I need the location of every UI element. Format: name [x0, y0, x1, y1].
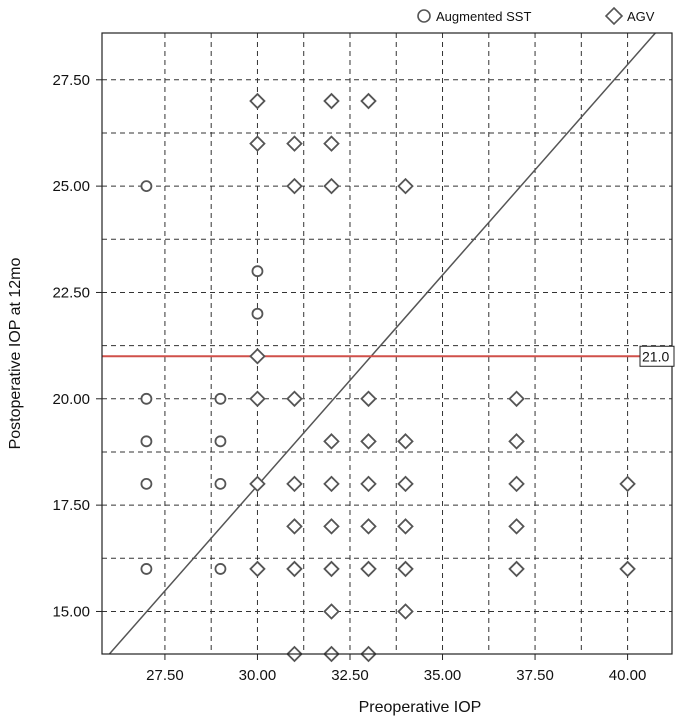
reference-line-label-text: 21.0	[642, 348, 669, 364]
reference-line-label: 21.0	[639, 345, 675, 367]
legend-label-augmented-sst: Augmented SST	[436, 9, 531, 24]
data-point-diamond	[397, 518, 414, 535]
y-tick-label: 27.50	[52, 72, 90, 89]
data-point-circle	[251, 307, 264, 320]
data-point-diamond	[508, 433, 525, 450]
data-point-diamond	[323, 603, 340, 620]
data-point-diamond	[323, 518, 340, 535]
data-point-diamond	[286, 560, 303, 578]
data-point-diamond	[249, 135, 266, 152]
data-point-diamond	[360, 518, 377, 535]
data-point-diamond	[360, 475, 377, 493]
y-tick-label: 22.50	[52, 284, 90, 301]
data-point-diamond	[619, 475, 636, 493]
data-point-diamond	[286, 135, 303, 152]
x-tick-label: 40.00	[609, 667, 647, 684]
data-point-diamond	[508, 390, 525, 408]
x-tick-label: 35.00	[424, 667, 462, 684]
data-point-diamond	[397, 433, 414, 450]
data-point-circle	[140, 180, 153, 193]
data-point-diamond	[249, 92, 266, 110]
data-point-diamond	[249, 475, 266, 493]
y-tick-label: 17.50	[52, 497, 90, 514]
data-point-circle	[140, 435, 153, 448]
data-point-diamond	[249, 347, 266, 365]
data-point-diamond	[323, 177, 340, 195]
x-axis-title: Preoperative IOP	[359, 699, 482, 716]
data-point-circle	[214, 563, 227, 575]
data-point-diamond	[619, 560, 636, 578]
data-point-diamond	[249, 390, 266, 408]
y-axis-title: Postoperative IOP at 12mo	[7, 257, 24, 449]
legend-label-agv: AGV	[627, 9, 655, 24]
x-tick-label: 32.50	[331, 667, 369, 684]
data-point-diamond	[360, 433, 377, 450]
legend: Augmented SST AGV	[417, 6, 655, 26]
data-point-diamond	[286, 390, 303, 408]
data-point-diamond	[360, 92, 377, 110]
y-tick-label: 15.00	[52, 603, 90, 620]
data-point-diamond	[397, 603, 414, 620]
data-point-circle	[214, 477, 227, 490]
data-point-diamond	[508, 518, 525, 535]
reference-lines	[102, 32, 672, 655]
y-tick-label: 20.00	[52, 391, 90, 408]
reference-line-label-box	[639, 345, 675, 367]
data-point-circle	[251, 265, 264, 278]
data-point-diamond	[323, 560, 340, 578]
data-point-diamond	[397, 560, 414, 578]
data-point-circle	[214, 435, 227, 448]
plot-frame	[101, 32, 673, 655]
data-point-diamond	[323, 433, 340, 450]
data-markers	[140, 92, 636, 663]
data-point-diamond	[286, 475, 303, 493]
data-point-circle	[140, 477, 153, 490]
data-point-circle	[140, 392, 153, 405]
data-point-diamond	[397, 177, 414, 195]
data-point-diamond	[508, 475, 525, 493]
data-point-diamond	[286, 177, 303, 195]
data-point-diamond	[360, 560, 377, 578]
data-point-diamond	[286, 518, 303, 535]
identity-line	[108, 32, 656, 655]
data-point-circle	[214, 392, 227, 405]
x-tick-label: 37.50	[516, 667, 554, 684]
legend-diamond-icon	[604, 6, 624, 26]
y-tick-label: 25.00	[52, 178, 90, 195]
data-point-diamond	[397, 475, 414, 493]
axis-ticks: 27.50 30.00 32.50 35.00 37.50 40.00 15.00 17.50…	[52, 72, 646, 684]
x-tick-label: 30.00	[239, 667, 277, 684]
x-tick-label: 27.50	[146, 667, 184, 684]
data-point-diamond	[508, 560, 525, 578]
data-point-diamond	[360, 390, 377, 408]
legend-circle-icon	[417, 9, 431, 23]
data-point-diamond	[323, 135, 340, 152]
data-point-circle	[140, 563, 153, 575]
data-point-diamond	[323, 92, 340, 110]
data-point-diamond	[249, 560, 266, 578]
data-point-diamond	[323, 475, 340, 493]
